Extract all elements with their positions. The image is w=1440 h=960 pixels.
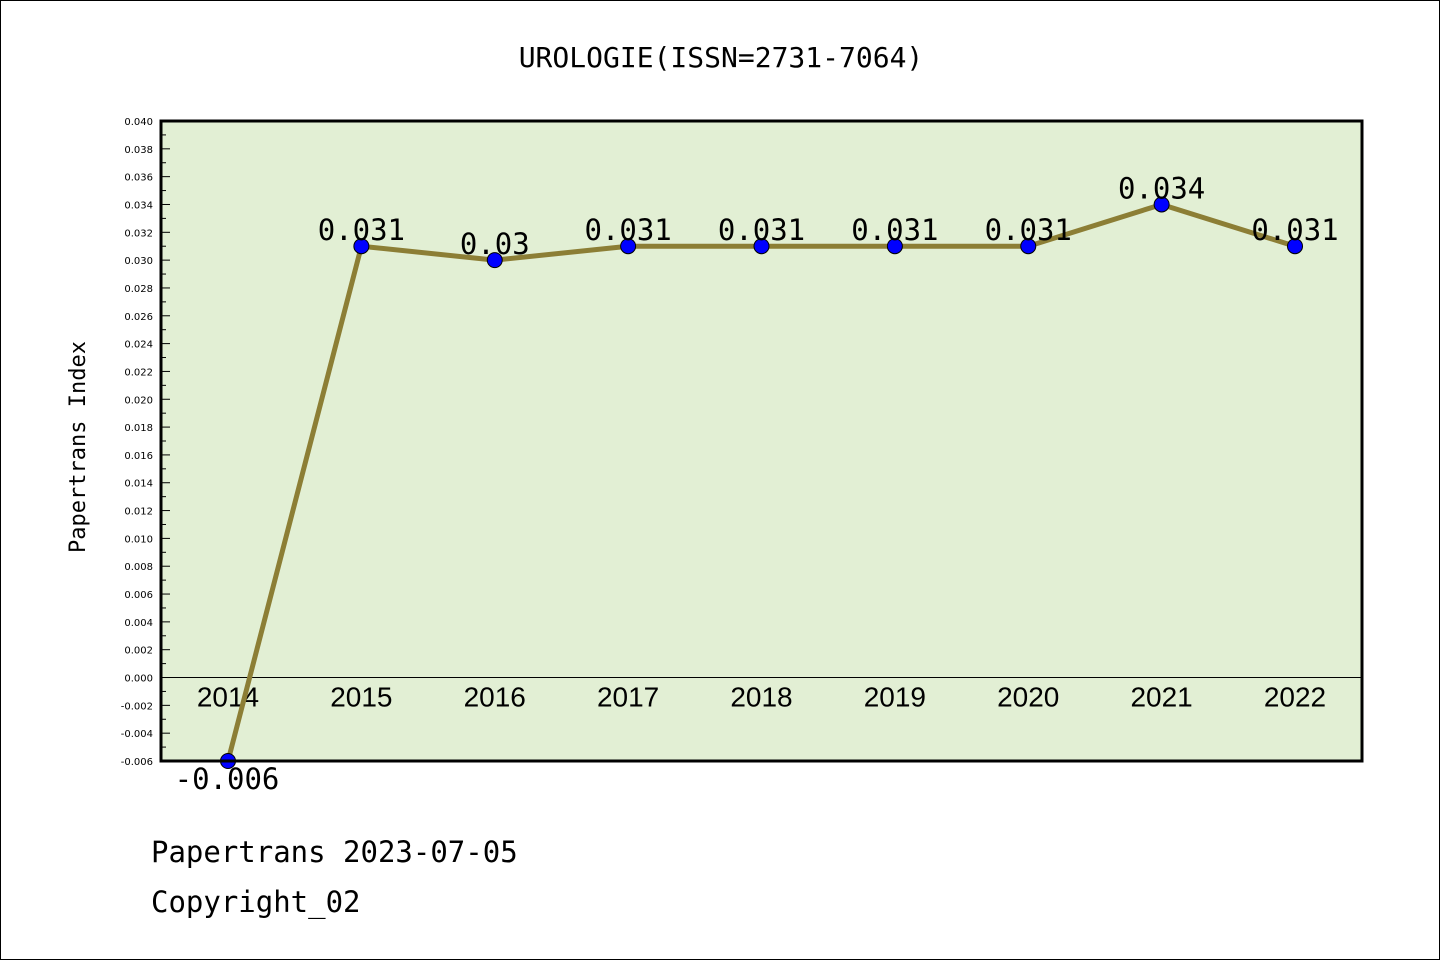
y-tick-label: -0.002 [121, 701, 153, 712]
y-tick-label: 0.034 [124, 200, 153, 211]
y-tick-label: 0.000 [124, 674, 153, 685]
data-labels: -0.006 0.031 0.03 0.031 0.031 0.031 0.031 0.034… [175, 171, 1339, 796]
y-tick-label: 0.026 [124, 312, 153, 323]
data-label: 0.031 [584, 213, 671, 247]
y-tick-label: 0.040 [124, 117, 153, 128]
plot-area [161, 121, 1362, 761]
data-point [1153, 196, 1170, 213]
x-axis-ticks: 2014 2015 2016 2017 2018 2019 2020 2021 2022 [197, 682, 1326, 713]
x-tick-label: 2016 [464, 682, 526, 713]
y-tick-label: 0.016 [124, 451, 153, 462]
y-tick-label: 0.038 [124, 145, 153, 156]
y-axis-title: Papertrans Index [66, 341, 91, 553]
data-markers [220, 196, 1303, 769]
y-tick-label: 0.022 [124, 367, 153, 378]
y-tick-label: 0.030 [124, 256, 153, 267]
x-tick-label: 2018 [730, 682, 792, 713]
y-tick-label: 0.028 [124, 284, 153, 295]
data-label: 0.031 [1251, 213, 1338, 247]
data-point [353, 238, 370, 255]
data-point [753, 238, 770, 255]
data-point [620, 238, 637, 255]
y-tick-label: 0.020 [124, 395, 153, 406]
data-label: 0.031 [985, 213, 1072, 247]
x-tick-label: 2021 [1130, 682, 1192, 713]
data-label: 0.031 [851, 213, 938, 247]
footer-date: Papertrans 2023-07-05 [151, 835, 518, 869]
data-label: 0.03 [460, 227, 530, 261]
y-axis-ticks: -0.006 -0.004 -0.002 0.000 0.002 0.004 0.006 0.… [121, 117, 170, 768]
y-tick-label: 0.012 [124, 507, 153, 518]
y-tick-label: -0.004 [121, 729, 153, 740]
plot-border [159, 119, 1364, 763]
y-tick-label: 0.008 [124, 562, 153, 573]
chart-title: UROLOGIE(ISSN=2731-7064) [519, 41, 924, 74]
y-tick-label: -0.006 [121, 757, 153, 768]
y-tick-label: 0.006 [124, 590, 153, 601]
x-tick-label: 2020 [997, 682, 1059, 713]
footer-copyright: Copyright_02 [151, 885, 361, 919]
data-label: 0.031 [318, 213, 405, 247]
y-tick-label: 0.036 [124, 173, 153, 184]
y-tick-label: 0.010 [124, 534, 153, 545]
data-point [886, 238, 903, 255]
y-tick-label: 0.004 [124, 618, 153, 629]
x-tick-label: 2019 [864, 682, 926, 713]
data-point [1287, 238, 1303, 255]
data-point [486, 252, 503, 269]
x-tick-label: 2022 [1264, 682, 1326, 713]
data-label: -0.006 [175, 762, 280, 796]
data-label: 0.034 [1118, 171, 1205, 205]
x-tick-label: 2017 [597, 682, 659, 713]
y-tick-label: 0.032 [124, 228, 153, 239]
data-point [1020, 238, 1037, 255]
data-label: 0.031 [718, 213, 805, 247]
y-tick-label: 0.024 [124, 340, 153, 351]
y-tick-label: 0.018 [124, 423, 153, 434]
y-tick-label: 0.014 [124, 479, 153, 490]
y-tick-label: 0.002 [124, 646, 153, 657]
x-tick-label: 2015 [330, 682, 392, 713]
